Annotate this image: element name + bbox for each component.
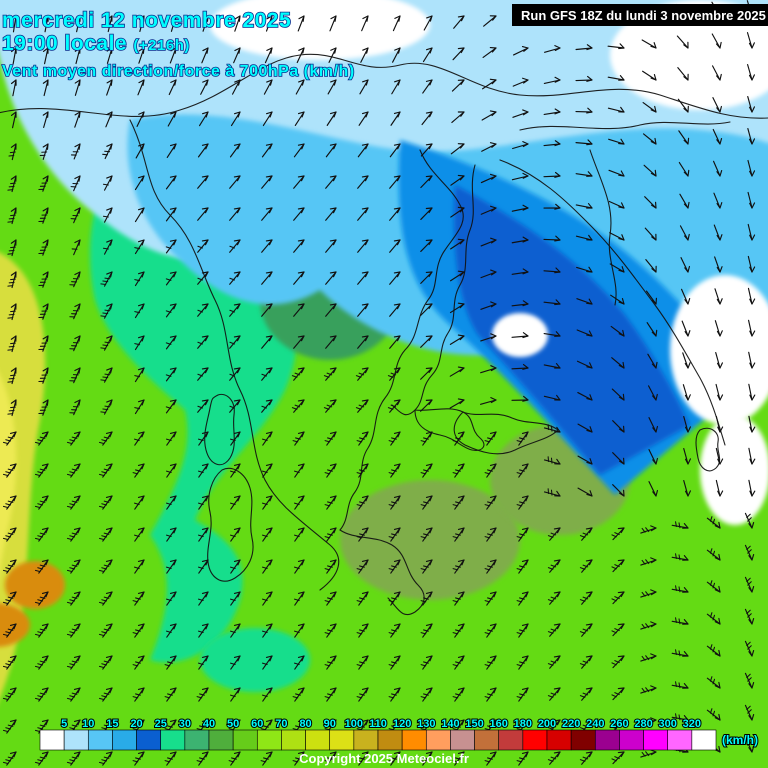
svg-text:90: 90 <box>324 718 336 730</box>
svg-text:140: 140 <box>441 718 459 730</box>
svg-text:130: 130 <box>417 718 435 730</box>
svg-text:220: 220 <box>562 718 580 730</box>
svg-text:110: 110 <box>369 718 387 730</box>
svg-text:300: 300 <box>659 718 677 730</box>
svg-text:30: 30 <box>179 718 191 730</box>
svg-text:280: 280 <box>634 718 652 730</box>
svg-text:150: 150 <box>465 718 483 730</box>
svg-text:260: 260 <box>610 718 628 730</box>
svg-text:25: 25 <box>155 718 167 730</box>
svg-text:50: 50 <box>227 718 239 730</box>
svg-text:80: 80 <box>299 718 311 730</box>
svg-text:160: 160 <box>490 718 508 730</box>
svg-text:70: 70 <box>275 718 287 730</box>
svg-text:120: 120 <box>393 718 411 730</box>
svg-text:5: 5 <box>61 718 67 730</box>
svg-text:(km/h): (km/h) <box>722 733 758 747</box>
svg-text:240: 240 <box>586 718 604 730</box>
svg-text:180: 180 <box>514 718 532 730</box>
svg-text:200: 200 <box>538 718 556 730</box>
svg-text:100: 100 <box>345 718 363 730</box>
svg-text:320: 320 <box>683 718 701 730</box>
svg-text:10: 10 <box>82 718 94 730</box>
svg-text:15: 15 <box>106 718 118 730</box>
svg-text:60: 60 <box>251 718 263 730</box>
svg-text:40: 40 <box>203 718 215 730</box>
svg-text:20: 20 <box>130 718 142 730</box>
